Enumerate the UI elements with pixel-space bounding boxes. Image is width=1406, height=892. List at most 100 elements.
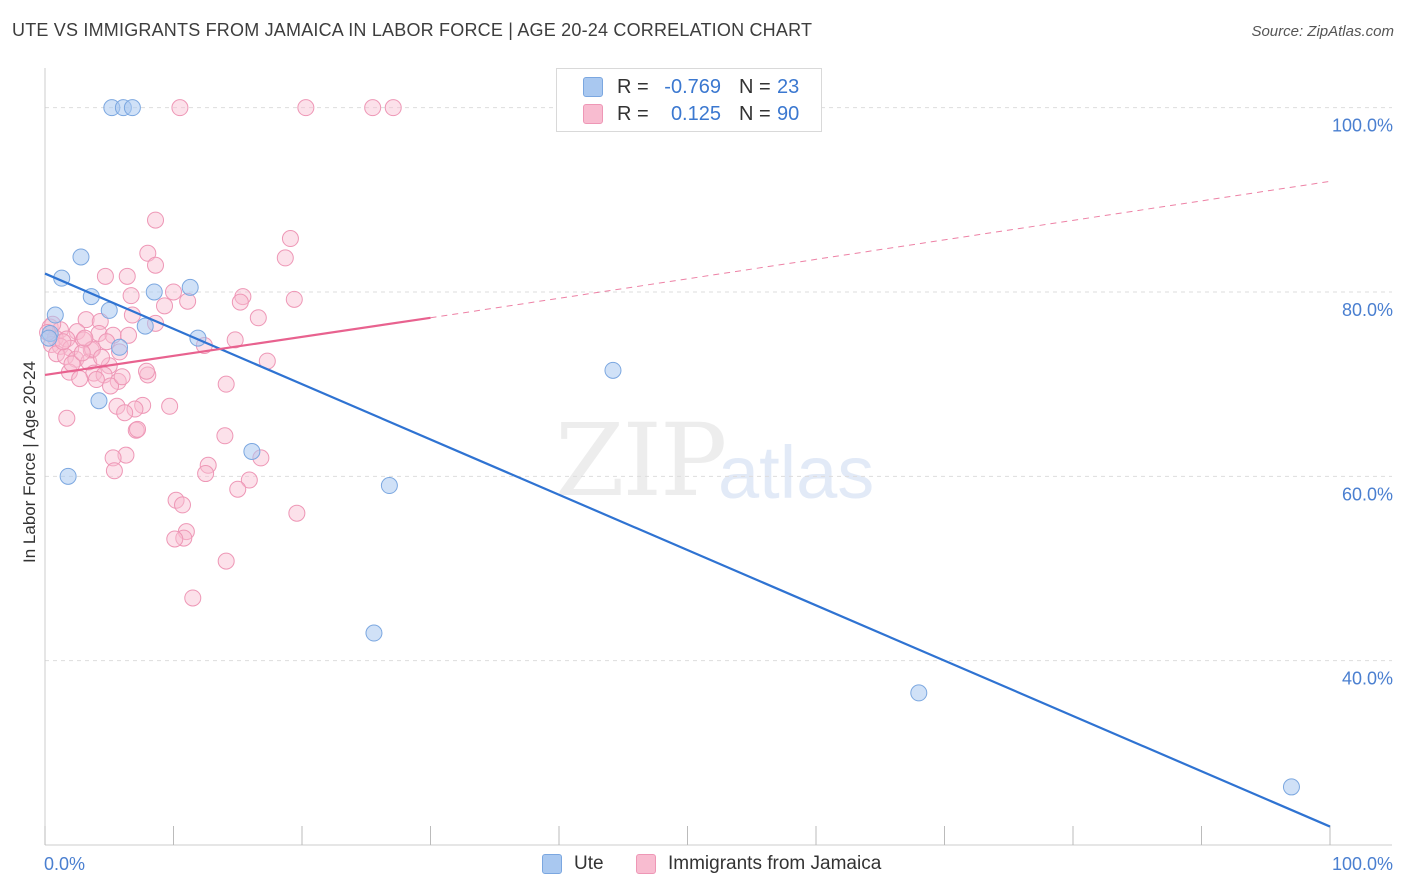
jamaica-trend-line — [44, 316, 431, 377]
jamaica-point — [165, 283, 182, 301]
y-tick-label: 100.0% — [1332, 116, 1393, 136]
watermark-zip: ZIP — [555, 402, 727, 519]
jamaica-point — [105, 462, 123, 480]
jamaica-point — [116, 404, 134, 422]
ute-point — [136, 317, 154, 335]
ute-swatch — [583, 77, 603, 97]
ute-point — [40, 329, 58, 347]
jamaica-point — [229, 480, 247, 498]
jamaica-point — [276, 249, 294, 267]
y-tick-label: 80.0% — [1342, 300, 1393, 320]
jamaica-point — [384, 99, 402, 117]
ute-point — [181, 278, 199, 296]
ute-point — [59, 467, 77, 485]
n-value: 23 — [777, 75, 800, 98]
jamaica-point — [134, 396, 152, 414]
jamaica-point — [240, 471, 258, 489]
ute-point — [145, 283, 163, 301]
jamaica-point — [161, 397, 179, 415]
jamaica-point — [179, 292, 197, 310]
y-tick-label: 40.0% — [1342, 669, 1393, 689]
jamaica-point — [184, 589, 202, 607]
jamaica-point — [73, 344, 91, 362]
jamaica-point — [120, 326, 138, 344]
bottom-legend-jamaica: Immigrants from Jamaica — [636, 851, 881, 877]
ute-trend-line — [44, 272, 1331, 828]
jamaica-point — [104, 449, 122, 467]
jamaica-point — [166, 530, 184, 548]
jamaica-point — [173, 496, 191, 514]
jamaica-point — [226, 331, 244, 349]
y-tick-label: 60.0% — [1342, 484, 1393, 504]
ute-point — [604, 361, 622, 379]
n-label: N = — [739, 102, 771, 125]
ute-point — [111, 338, 129, 356]
jamaica-point — [217, 375, 235, 393]
jamaica-points — [39, 99, 402, 607]
jamaica-point — [297, 99, 315, 117]
jamaica-point — [117, 446, 135, 464]
jamaica-point — [288, 504, 306, 522]
ute-point — [1282, 778, 1300, 796]
axis-layer — [44, 68, 1392, 846]
jamaica-point — [281, 230, 299, 248]
jamaica-point — [113, 368, 131, 386]
jamaica-point — [71, 370, 89, 388]
jamaica-point — [87, 371, 105, 389]
r-value: -0.769 — [664, 75, 721, 98]
jamaica-point — [156, 297, 174, 315]
stats-legend: R = -0.769 N = 23 R = 0.125 N = 90 — [556, 68, 822, 132]
jamaica-point — [129, 420, 147, 438]
ute-point — [100, 301, 118, 319]
bottom-legend-ute: Ute — [542, 851, 604, 877]
jamaica-point — [216, 427, 234, 445]
jamaica-point — [147, 211, 165, 229]
jamaica-point — [217, 552, 235, 570]
jamaica-point — [364, 99, 382, 117]
jamaica-point — [197, 465, 215, 483]
jamaica-point — [77, 311, 95, 329]
jamaica-point — [147, 256, 165, 274]
ute-legend-swatch — [542, 854, 562, 874]
ute-legend-label: Ute — [574, 853, 604, 874]
jamaica-swatch — [583, 104, 603, 124]
jamaica-legend-swatch — [636, 854, 656, 874]
x-tick-label: 0.0% — [44, 854, 85, 874]
y-axis-label: In Labor Force | Age 20-24 — [20, 361, 39, 563]
n-label: N = — [739, 75, 771, 98]
ute-point — [380, 477, 398, 495]
jamaica-point — [122, 287, 140, 305]
jamaica-point — [93, 348, 111, 366]
jamaica-legend-label: Immigrants from Jamaica — [668, 853, 882, 874]
r-label: R = — [617, 102, 649, 125]
tick-labels: 40.0% 60.0% 80.0% 100.0% 0.0% 100.0% — [44, 116, 1393, 874]
legend-row-ute: R = -0.769 N = 23 — [583, 75, 799, 99]
ute-point — [90, 392, 108, 410]
jamaica-point — [126, 400, 144, 418]
ute-point — [72, 248, 90, 266]
jamaica-point — [102, 377, 120, 395]
source-label: Source: ZipAtlas.com — [1251, 23, 1394, 40]
jamaica-point — [138, 362, 156, 380]
jamaica-point — [76, 329, 94, 347]
jamaica-point — [249, 309, 267, 327]
ute-point — [123, 99, 141, 117]
jamaica-point — [96, 267, 114, 285]
jamaica-point — [175, 529, 193, 547]
jamaica-point — [58, 409, 76, 427]
ute-points — [40, 99, 1300, 796]
jamaica-point — [80, 353, 98, 371]
jamaica-point — [171, 99, 189, 117]
x-tick-label: 100.0% — [1332, 854, 1393, 874]
watermark-atlas: atlas — [718, 431, 875, 514]
legend-row-jamaica: R = 0.125 N = 90 — [583, 102, 799, 126]
jamaica-point — [231, 293, 249, 311]
ute-point — [910, 684, 928, 702]
ute-point — [46, 306, 64, 324]
jamaica-point — [285, 290, 303, 308]
ute-point — [365, 624, 383, 642]
jamaica-point — [139, 244, 157, 262]
n-value: 90 — [777, 102, 800, 125]
chart-title: UTE VS IMMIGRANTS FROM JAMAICA IN LABOR … — [12, 20, 813, 40]
